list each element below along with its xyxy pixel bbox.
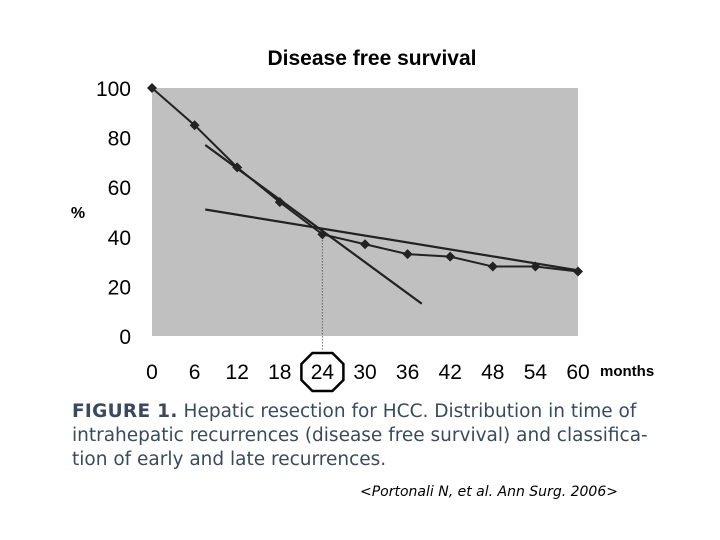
x-tick-label: 48: [481, 361, 504, 384]
x-tick-label: 18: [268, 361, 291, 384]
x-tick-label: 0: [146, 361, 158, 384]
caption-line-2: intrahepatic recurrences (disease free s…: [72, 425, 648, 446]
data-point: [573, 266, 583, 277]
y-tick-label: 0: [119, 326, 131, 349]
figure-caption: FIGURE 1. Hepatic resection for HCC. Dis…: [72, 400, 672, 472]
caption-text-1: Hepatic resection for HCC. Distribution …: [183, 401, 637, 422]
x-tick-label: 36: [396, 361, 419, 384]
trend-line: [205, 208, 579, 272]
y-tick-label: 40: [108, 227, 131, 250]
x-axis-ticks: 0 6 12 18 24 30 36 42 48 54 60: [146, 351, 590, 393]
survival-chart: Disease free survival 0 20 40 60 80 100 % 0 6 1…: [71, 47, 654, 393]
data-point: [360, 239, 370, 250]
caption-line-3: tion of early and late recurrences.: [72, 449, 387, 470]
data-point: [402, 249, 413, 260]
x-tick-label: 60: [566, 361, 589, 384]
data-point: [232, 162, 243, 173]
x-tick-label: 24: [311, 361, 335, 384]
y-tick-label: 20: [108, 276, 131, 299]
highlight-octagon: [300, 351, 345, 393]
x-tick-label: 12: [226, 361, 249, 384]
x-tick-label: 6: [189, 361, 201, 384]
x-tick-label: 30: [353, 361, 376, 384]
y-tick-label: 60: [108, 177, 131, 200]
data-point: [487, 261, 498, 272]
caption-label: FIGURE 1.: [72, 401, 178, 422]
data-point: [445, 251, 456, 262]
y-axis-label: %: [71, 205, 85, 222]
data-point: [530, 261, 541, 272]
chart-marks: [147, 83, 583, 350]
y-tick-label: 100: [96, 78, 131, 101]
y-axis-ticks: 0 20 40 60 80 100: [96, 78, 131, 349]
data-point: [317, 229, 328, 240]
chart-title: Disease free survival: [268, 47, 477, 70]
data-point: [189, 120, 200, 131]
data-point: [147, 83, 157, 93]
caption-line-1: FIGURE 1. Hepatic resection for HCC. Dis…: [72, 400, 672, 424]
citation: <Portonali N, et al. Ann Surg. 2006>: [360, 484, 618, 500]
y-tick-label: 80: [108, 128, 131, 151]
data-point: [274, 197, 285, 208]
x-axis-label: months: [600, 363, 654, 380]
x-tick-label: 54: [524, 361, 548, 384]
x-tick-label: 42: [439, 361, 462, 384]
